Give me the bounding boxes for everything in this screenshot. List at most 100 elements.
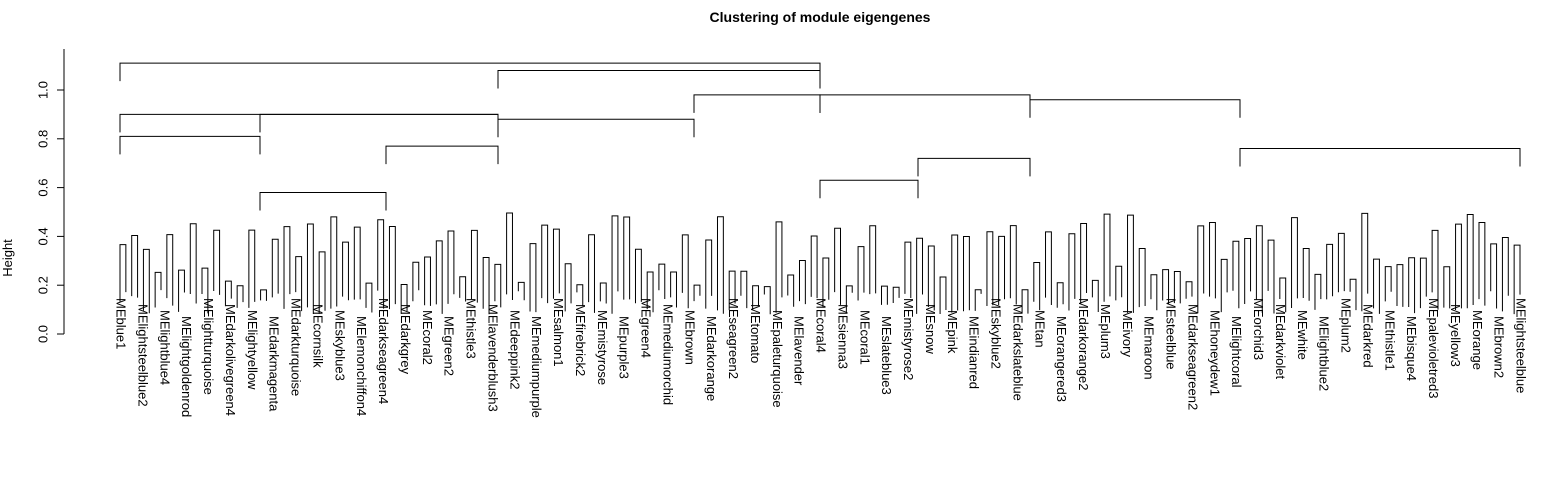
leaf-branch xyxy=(564,263,572,312)
merge-branch xyxy=(1239,148,1521,167)
leaf-branch xyxy=(400,283,408,314)
leaf-label: MElavender xyxy=(792,316,807,386)
leaf-label: MEindianred xyxy=(967,316,982,389)
leaf-labels: MEblue1 MElightsteelblue2 MElightblue4 MEli… xyxy=(114,298,1529,418)
chart-title: Clustering of module eigengenes xyxy=(710,9,931,25)
leaf-branch xyxy=(435,240,443,314)
leaf-branch xyxy=(1021,289,1029,314)
merge-branch xyxy=(497,69,821,89)
leaf-branch xyxy=(716,216,724,314)
merge-branch xyxy=(819,179,919,199)
leaf-label: MEslateblue3 xyxy=(879,316,894,395)
leaf-branch xyxy=(283,226,291,309)
leaf-label: MElightgoldenrod xyxy=(179,316,194,417)
leaf-branch xyxy=(377,219,385,309)
leaf-branch xyxy=(1232,240,1240,309)
leaf-branch xyxy=(1220,258,1228,313)
leaf-branch xyxy=(775,221,783,313)
leaf-branch xyxy=(810,235,818,299)
leaf-branch xyxy=(1279,277,1287,313)
leaf-branch xyxy=(1337,232,1345,293)
leaf-branch xyxy=(459,276,467,302)
leaf-branch xyxy=(189,223,197,304)
leaf-label: MEtomato xyxy=(748,304,763,363)
leaf-branch xyxy=(201,267,209,314)
leaf-label: MEsienna3 xyxy=(835,304,850,369)
leaf-branch xyxy=(986,231,994,306)
y-tick-label: 1.0 xyxy=(35,81,50,99)
y-tick-label: 0.4 xyxy=(35,227,50,245)
leaf-label: MEcoral1 xyxy=(857,310,872,365)
leaf-label: MEthistle3 xyxy=(464,298,479,359)
leaf-branch xyxy=(1501,237,1509,312)
leaf-branch xyxy=(178,269,185,312)
leaf-branch xyxy=(142,248,150,314)
leaf-branch xyxy=(658,263,666,300)
leaf-label: MElemonchiffon4 xyxy=(354,316,369,416)
leaf-branch xyxy=(541,224,549,304)
leaf-label: MElightturquoise xyxy=(201,298,216,395)
leaf-branch xyxy=(482,256,490,315)
merge-branch xyxy=(917,157,1031,177)
leaf-branch xyxy=(787,274,795,307)
leaf-branch xyxy=(588,234,595,313)
leaf-branch xyxy=(740,270,748,309)
leaf-label: MEmediumpurple xyxy=(529,316,544,418)
leaf-label: MEmistyrose2 xyxy=(901,298,916,380)
leaf-branch xyxy=(693,284,701,302)
merge-branch xyxy=(385,145,499,165)
leaf-branch xyxy=(1173,270,1181,304)
leaf-branch xyxy=(904,241,912,299)
merge-branch xyxy=(119,113,499,133)
leaf-label: MEbrown xyxy=(682,310,697,365)
leaf-branch xyxy=(1431,229,1439,310)
leaf-label: MElightyellow xyxy=(245,310,260,390)
leaf-branch xyxy=(1443,266,1451,309)
merge-branch xyxy=(497,118,695,138)
leaf-label: MEcoral4 xyxy=(814,298,829,353)
leaf-branch xyxy=(634,248,642,304)
leaf-branch xyxy=(763,286,771,315)
leaf-branch xyxy=(646,271,654,313)
leaf-branch xyxy=(166,234,174,306)
leaf-label: MElightsteelblue xyxy=(1514,298,1529,393)
leaf-label: MElavenderblush3 xyxy=(485,304,500,412)
leaf-branch xyxy=(599,282,607,304)
leaf-branch xyxy=(798,259,806,305)
leaf-branch xyxy=(447,230,455,304)
leaf-branch xyxy=(1138,248,1146,308)
leaf-branch xyxy=(1197,225,1205,314)
leaf-branch xyxy=(881,285,888,305)
y-tick-label: 0.6 xyxy=(35,179,50,197)
leaf-branch xyxy=(951,234,959,313)
leaf-branch xyxy=(388,226,396,310)
leaf-label: MEbrown2 xyxy=(1492,316,1507,378)
leaf-branch xyxy=(1244,237,1252,304)
merge-branch xyxy=(119,135,261,155)
leaf-branch xyxy=(494,263,502,308)
dendrogram-branches xyxy=(119,62,1521,211)
merge-branch xyxy=(693,94,821,113)
y-tick-label: 0.8 xyxy=(35,130,50,148)
leaf-branch xyxy=(119,244,127,302)
leaf-branch xyxy=(318,251,326,314)
leaf-branch xyxy=(1115,265,1123,301)
leaf-branch xyxy=(939,276,947,315)
leaf-branch xyxy=(576,284,584,307)
leaf-label: MEtan xyxy=(1032,310,1047,348)
leaf-label: MEblue1 xyxy=(114,298,129,349)
leaf-label: MEsalmon1 xyxy=(551,298,566,367)
leaf-label: MEmediumorchid xyxy=(660,304,675,405)
leaf-branch xyxy=(224,280,232,307)
leaf-branch xyxy=(529,243,537,313)
leaf-label: MEsteelblue xyxy=(1164,298,1179,370)
leaf-label: MEhoneydew1 xyxy=(1207,310,1222,396)
leaf-label: MEdarkturquoise xyxy=(289,298,304,396)
leaf-branch xyxy=(1302,247,1310,301)
leaf-branch xyxy=(728,270,736,311)
merge-branch xyxy=(259,191,387,211)
leaf-branch xyxy=(342,241,349,301)
y-tick-label: 0.0 xyxy=(35,325,50,343)
merge-branch xyxy=(259,113,499,133)
leaf-label: MEgreen2 xyxy=(442,316,457,376)
